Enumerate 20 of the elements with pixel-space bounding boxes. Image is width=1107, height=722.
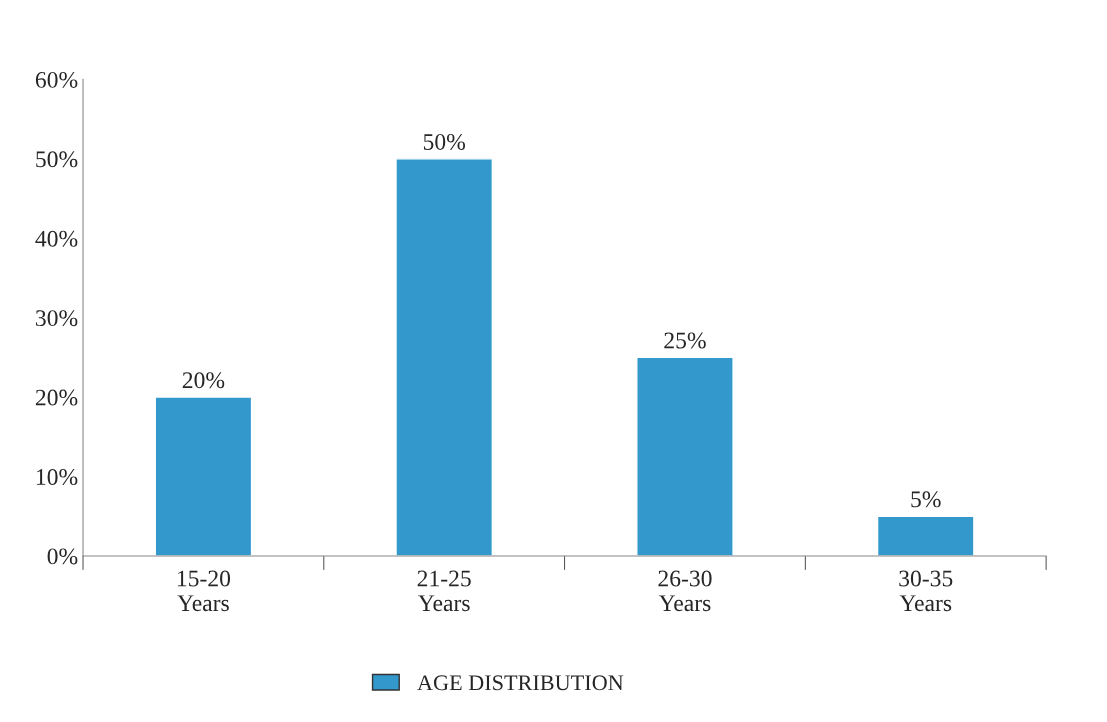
y-tick-label: 0% bbox=[47, 548, 78, 565]
y-tick-label: 60% bbox=[35, 71, 78, 88]
y-tick-label: 10% bbox=[36, 469, 78, 486]
data-label: 50% bbox=[423, 133, 466, 150]
y-tick-label: 20% bbox=[35, 389, 78, 406]
y-tick-label: 30% bbox=[36, 310, 78, 327]
data-label: 25% bbox=[664, 332, 706, 349]
bar bbox=[154, 396, 253, 556]
y-tick-label: 40% bbox=[35, 230, 78, 247]
x-tick-label: 21-25 Years bbox=[417, 570, 471, 612]
data-label: 20% bbox=[182, 372, 225, 389]
bar bbox=[395, 158, 494, 556]
data-label: 5% bbox=[911, 491, 941, 508]
y-tick-label: 50% bbox=[36, 151, 78, 168]
bar bbox=[876, 515, 975, 556]
legend-label: AGE DISTRIBUTION bbox=[417, 675, 624, 691]
x-tick-label: 26-30 Years bbox=[658, 570, 712, 612]
x-tick-label: 30-35 Years bbox=[899, 570, 953, 612]
x-tick-label: 15-20 Years bbox=[177, 570, 231, 612]
bar bbox=[636, 356, 734, 556]
